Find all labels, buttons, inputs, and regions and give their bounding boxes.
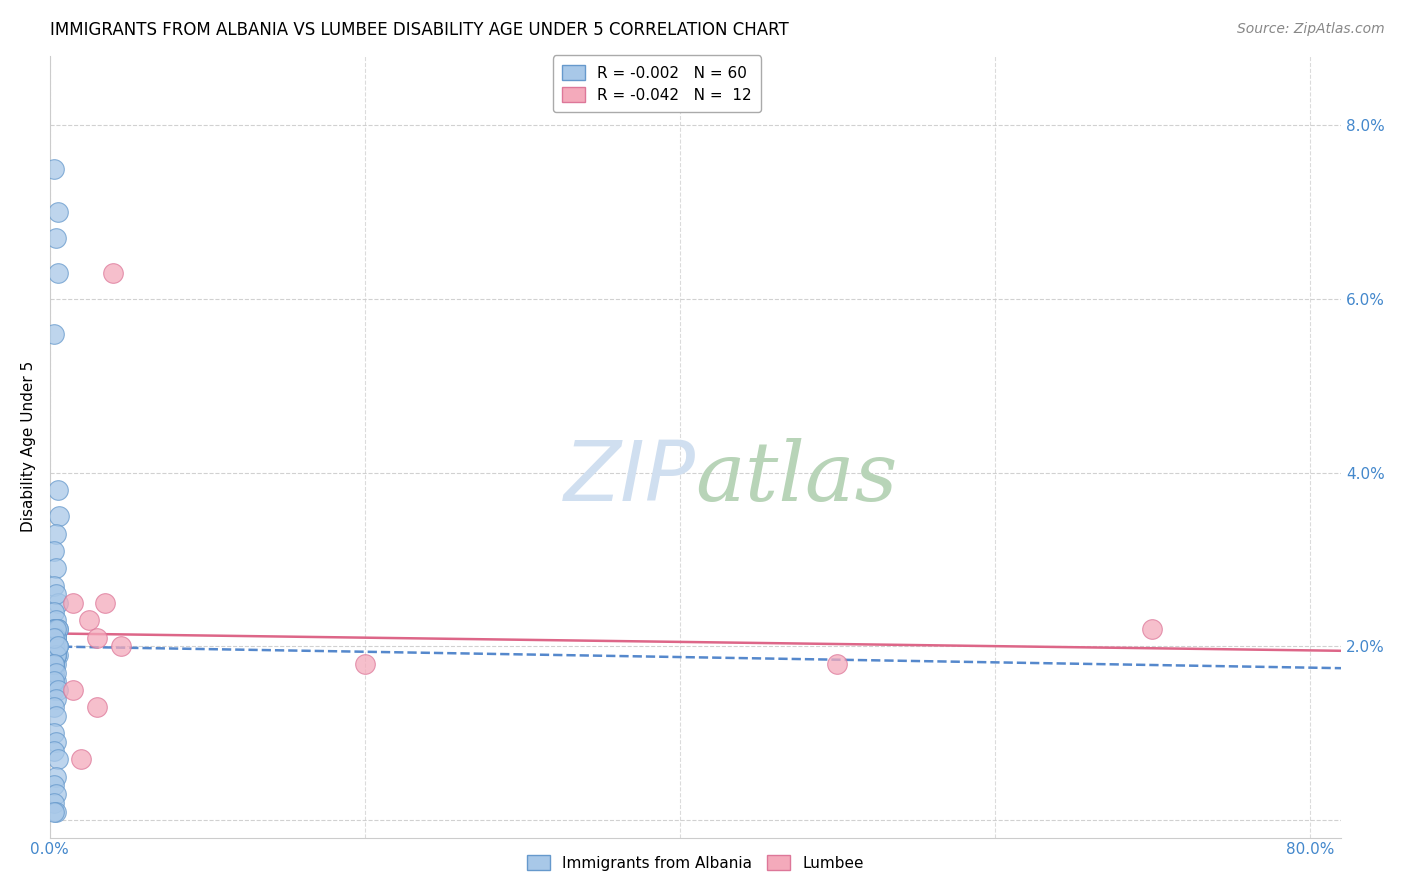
Point xyxy=(45,691,67,706)
Point xyxy=(45,622,67,636)
Text: atlas: atlas xyxy=(696,438,898,518)
Point xyxy=(46,266,69,280)
Y-axis label: Disability Age Under 5: Disability Age Under 5 xyxy=(21,361,35,533)
Point xyxy=(45,648,67,662)
Point xyxy=(44,622,66,636)
Point xyxy=(1142,622,1164,636)
Point xyxy=(46,682,69,697)
Point xyxy=(110,640,132,654)
Point xyxy=(44,726,66,740)
Point xyxy=(45,787,67,801)
Point xyxy=(44,579,66,593)
Point xyxy=(70,752,93,766)
Text: Source: ZipAtlas.com: Source: ZipAtlas.com xyxy=(1237,22,1385,37)
Point xyxy=(45,631,67,645)
Point xyxy=(45,631,67,645)
Point xyxy=(45,648,67,662)
Point xyxy=(44,657,66,671)
Point xyxy=(44,779,66,793)
Point xyxy=(44,640,66,654)
Point xyxy=(44,796,66,810)
Point xyxy=(46,483,69,497)
Point xyxy=(44,805,66,819)
Point xyxy=(46,205,69,219)
Point xyxy=(45,526,67,541)
Point xyxy=(45,231,67,245)
Point xyxy=(827,657,849,671)
Point xyxy=(353,657,375,671)
Point xyxy=(44,326,66,341)
Point xyxy=(101,266,124,280)
Point xyxy=(44,682,66,697)
Point xyxy=(44,631,66,645)
Point xyxy=(44,657,66,671)
Point xyxy=(86,700,108,714)
Point xyxy=(46,596,69,610)
Point xyxy=(44,665,66,680)
Point xyxy=(45,614,67,628)
Point xyxy=(44,700,66,714)
Point xyxy=(45,735,67,749)
Point xyxy=(44,640,66,654)
Point xyxy=(62,682,84,697)
Point xyxy=(45,631,67,645)
Point xyxy=(46,622,69,636)
Legend: Immigrants from Albania, Lumbee: Immigrants from Albania, Lumbee xyxy=(522,848,870,877)
Point xyxy=(46,622,69,636)
Point xyxy=(44,657,66,671)
Point xyxy=(45,561,67,575)
Point xyxy=(94,596,117,610)
Point xyxy=(45,709,67,723)
Point xyxy=(44,657,66,671)
Point xyxy=(46,752,69,766)
Point xyxy=(86,631,108,645)
Point xyxy=(45,648,67,662)
Point xyxy=(44,640,66,654)
Point xyxy=(46,640,69,654)
Point xyxy=(45,648,67,662)
Point xyxy=(62,596,84,610)
Point xyxy=(46,640,69,654)
Point xyxy=(44,744,66,758)
Point xyxy=(44,605,66,619)
Point xyxy=(44,622,66,636)
Point xyxy=(77,614,100,628)
Point xyxy=(44,161,66,176)
Point xyxy=(46,648,69,662)
Point xyxy=(45,770,67,784)
Point xyxy=(46,640,69,654)
Point xyxy=(48,509,70,524)
Point xyxy=(44,544,66,558)
Point xyxy=(45,665,67,680)
Point xyxy=(45,805,67,819)
Point xyxy=(45,587,67,601)
Point xyxy=(44,674,66,689)
Text: ZIP: ZIP xyxy=(564,437,696,518)
Point xyxy=(45,674,67,689)
Point xyxy=(45,631,67,645)
Text: IMMIGRANTS FROM ALBANIA VS LUMBEE DISABILITY AGE UNDER 5 CORRELATION CHART: IMMIGRANTS FROM ALBANIA VS LUMBEE DISABI… xyxy=(49,21,789,39)
Point xyxy=(45,657,67,671)
